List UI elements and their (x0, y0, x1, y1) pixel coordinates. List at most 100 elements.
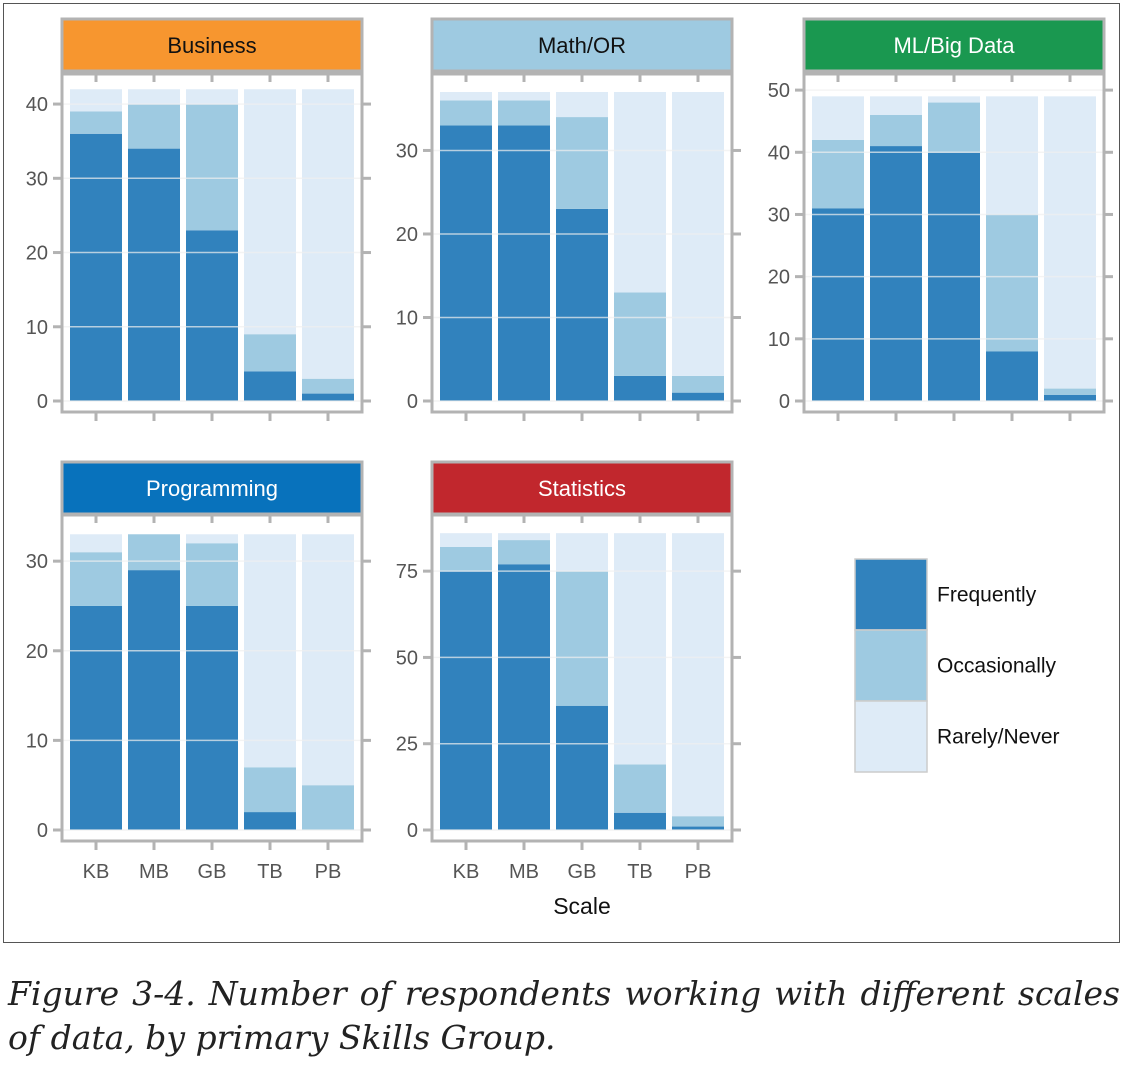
bar-rarely-never-tb (986, 96, 1038, 215)
bar-occasionally-tb (986, 214, 1038, 352)
y-tick-label: 10 (396, 307, 418, 329)
bar-rarely-never-pb (1044, 96, 1096, 389)
panel-ml-big-data: ML/Big Data 0 10 20 30 40 50 (768, 17, 1113, 421)
panel-statistics: Statistics KB MB GB TB PB 0 25 50 75 (396, 460, 741, 883)
panel-business: Business 0 10 20 30 40 (26, 17, 371, 421)
legend-label-occasionally: Occasionally (937, 655, 1057, 678)
bar-occasionally-gb (186, 104, 238, 231)
bar-frequently-kb (70, 133, 122, 401)
bar-rarely-never-gb (556, 92, 608, 118)
x-tick-label: GB (568, 861, 597, 883)
bar-rarely-never-mb (870, 96, 922, 115)
x-tick-label: KB (453, 861, 480, 883)
bar-frequently-tb (614, 375, 666, 401)
x-axis-title: Scale (553, 893, 611, 919)
y-tick-label: 50 (768, 80, 790, 102)
legend: Frequently Occasionally Rarely/Never (854, 558, 1060, 773)
bar-occasionally-gb (186, 543, 238, 606)
bar-rarely-never-kb (440, 92, 492, 101)
bar-rarely-never-pb (302, 89, 354, 379)
y-tick-label: 20 (768, 267, 790, 289)
plot-frame (60, 513, 364, 843)
bar-occasionally-gb (556, 117, 608, 209)
x-tick-label: PB (685, 861, 712, 883)
x-tick-label: MB (509, 861, 539, 883)
y-tick-label: 75 (396, 561, 418, 583)
bar-frequently-tb (244, 812, 296, 830)
bar-frequently-pb (672, 826, 724, 830)
legend-label-rarely-never: Rarely/Never (937, 726, 1060, 749)
y-tick-label: 30 (768, 204, 790, 226)
bar-occasionally-mb (128, 534, 180, 571)
bar-frequently-gb (186, 605, 238, 830)
bar-occasionally-kb (440, 100, 492, 126)
bar-occasionally-mb (498, 100, 550, 126)
y-tick-label: 10 (26, 730, 48, 752)
bar-frequently-pb (1044, 394, 1096, 401)
x-tick-label: GB (198, 861, 227, 883)
bar-occasionally-pb (672, 375, 724, 393)
bar-rarely-never-kb (812, 96, 864, 140)
bar-rarely-never-kb (70, 534, 122, 553)
figure-caption: Figure 3-4. Number of respondents workin… (8, 974, 1120, 1057)
bar-frequently-tb (244, 371, 296, 401)
plot-frame (802, 72, 1106, 414)
bar-frequently-gb (556, 705, 608, 830)
bar-rarely-never-tb (614, 92, 666, 293)
bar-rarely-never-mb (498, 92, 550, 101)
bar-frequently-mb (498, 564, 550, 830)
bar-occasionally-kb (70, 552, 122, 606)
bar-frequently-kb (812, 208, 864, 401)
bar-frequently-mb (128, 570, 180, 830)
bar-occasionally-kb (812, 139, 864, 209)
y-tick-label: 20 (26, 641, 48, 663)
legend-swatch-frequently (854, 558, 928, 631)
bar-frequently-kb (440, 571, 492, 830)
panel-title: Business (167, 33, 256, 58)
bar-occasionally-kb (440, 546, 492, 572)
plot-frame (60, 72, 364, 414)
panel-title: Statistics (538, 476, 626, 501)
bar-occasionally-kb (70, 111, 122, 134)
y-tick-label: 30 (26, 168, 48, 190)
bar-frequently-pb (302, 393, 354, 401)
y-tick-label: 50 (396, 647, 418, 669)
bar-rarely-never-kb (70, 89, 122, 112)
y-tick-label: 0 (37, 391, 48, 413)
bar-occasionally-tb (614, 764, 666, 813)
bar-occasionally-pb (302, 785, 354, 830)
bar-occasionally-pb (1044, 388, 1096, 395)
bar-occasionally-tb (614, 292, 666, 376)
x-tick-label: TB (627, 861, 653, 883)
plot-frame (430, 513, 734, 843)
y-tick-label: 20 (26, 243, 48, 265)
legend-swatch-rarely-never (854, 700, 928, 773)
y-tick-label: 30 (396, 140, 418, 162)
bar-occasionally-tb (244, 767, 296, 813)
bar-occasionally-gb (556, 571, 608, 706)
bar-occasionally-mb (870, 114, 922, 147)
panel-math-or: Math/OR 0 10 20 30 (396, 17, 741, 421)
bar-occasionally-pb (672, 816, 724, 827)
bar-rarely-never-gb (928, 96, 980, 103)
bar-frequently-pb (672, 392, 724, 401)
bar-rarely-never-gb (186, 89, 238, 105)
bar-occasionally-mb (498, 540, 550, 565)
bar-rarely-never-pb (672, 533, 724, 817)
panel-title-strip (430, 460, 734, 516)
y-tick-label: 0 (779, 391, 790, 413)
legend-label-frequently: Frequently (937, 584, 1037, 607)
y-tick-label: 25 (396, 734, 418, 756)
bar-frequently-tb (614, 812, 666, 830)
x-tick-label: KB (83, 861, 110, 883)
bar-rarely-never-mb (498, 533, 550, 541)
bar-frequently-mb (870, 146, 922, 401)
x-tick-label: TB (257, 861, 283, 883)
bar-frequently-gb (186, 230, 238, 401)
bar-frequently-kb (70, 605, 122, 830)
bar-occasionally-gb (928, 102, 980, 153)
bar-rarely-never-tb (244, 89, 296, 335)
bar-rarely-never-pb (302, 534, 354, 786)
panel-title-strip (430, 17, 734, 73)
panel-title: Programming (146, 476, 278, 501)
